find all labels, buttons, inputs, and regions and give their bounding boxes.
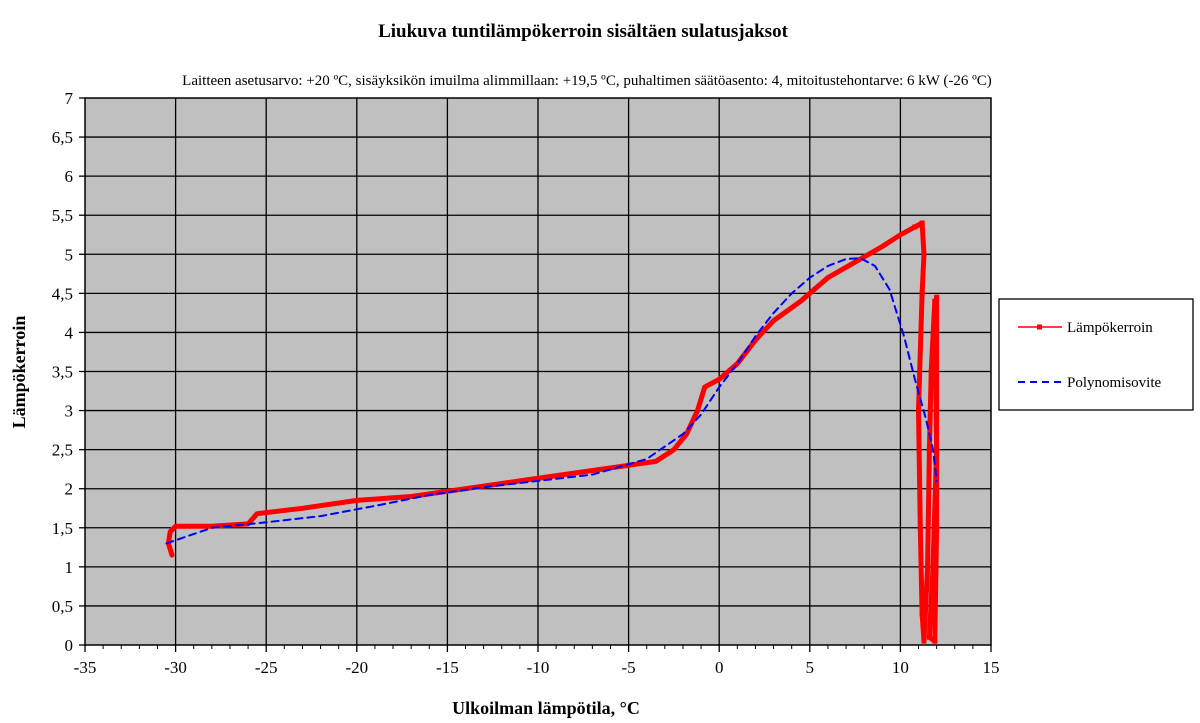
x-tick-label: -15 (436, 658, 459, 677)
x-tick-label: -20 (345, 658, 368, 677)
y-tick-label: 4 (65, 323, 74, 342)
grid-lines (79, 97, 992, 652)
data-point-marker (928, 369, 934, 374)
series-line-1 (165, 220, 940, 644)
series-layer (165, 220, 940, 644)
x-tick-label: -5 (622, 658, 636, 677)
y-tick-label: 2 (65, 480, 74, 499)
legend-items: Lämpökerroin Polynomisovite (1018, 320, 1162, 391)
y-tick-label: 1,5 (52, 519, 73, 538)
chart-title: Liukuva tuntilämpökerroin sisältäen sula… (378, 21, 788, 42)
data-point-marker (919, 611, 925, 617)
y-tick-label: 7 (65, 89, 74, 108)
y-tick-label: 4,5 (52, 284, 73, 303)
data-point-marker (921, 638, 927, 644)
y-tick-label: 5,5 (52, 206, 73, 225)
y-axis-title: Lämpökerroin (9, 316, 29, 429)
x-tick-label: 10 (892, 658, 909, 677)
x-tick-label: 0 (715, 658, 724, 677)
data-point-marker (926, 447, 932, 453)
data-point-marker (916, 408, 922, 414)
legend: Lämpökerroin Polynomisovite (998, 298, 1194, 411)
x-axis-title: Ulkoilman lämpötila, °C (452, 698, 640, 718)
data-point-marker (925, 564, 931, 570)
data-point-marker (932, 298, 938, 304)
series-line-2 (165, 257, 938, 545)
x-tick-label: 5 (806, 658, 815, 677)
x-tick-label: -25 (255, 658, 278, 677)
y-tick-label: 0,5 (52, 597, 73, 616)
data-point-marker (917, 525, 923, 531)
legend-label: Polynomisovite (1067, 375, 1162, 391)
y-tick-label: 6 (65, 167, 74, 186)
y-tick-label: 6,5 (52, 128, 73, 147)
data-point-marker (934, 447, 940, 453)
x-tick-labels: -35 -30 -25 -20 -15 -10 -5 0 5 10 15 (74, 658, 1000, 677)
y-tick-label: 5 (65, 245, 74, 264)
legend-marker (1037, 324, 1042, 330)
y-tick-label: 1 (65, 558, 74, 577)
y-tick-label: 3 (65, 402, 74, 421)
data-point-marker (932, 638, 938, 644)
x-tick-label: -30 (164, 658, 187, 677)
data-point-marker (912, 224, 918, 230)
data-point-marker (921, 251, 927, 257)
x-tick-label: -10 (527, 658, 550, 677)
x-tick-label: 15 (983, 658, 1000, 677)
data-point-marker (934, 294, 940, 300)
legend-label: Lämpökerroin (1067, 320, 1153, 336)
data-point-marker (919, 290, 925, 296)
data-point-marker (919, 220, 925, 226)
legend-box (998, 298, 1194, 411)
data-point-marker (930, 564, 936, 570)
plot-border (84, 97, 992, 646)
y-tick-label: 0 (65, 636, 74, 655)
data-point-marker (934, 525, 940, 531)
y-tick-labels: 0 0,5 1 1,5 2 2,5 3 3,5 4 4,5 5 5,5 6 6,5 7 (52, 89, 74, 655)
chart-subtitle: Laitteen asetusarvo: +20 ºC, sisäyksikön… (182, 73, 992, 89)
x-tick-label: -35 (74, 658, 97, 677)
y-tick-label: 3,5 (52, 363, 73, 382)
data-point-marker (926, 634, 932, 640)
y-tick-label: 2,5 (52, 441, 73, 460)
